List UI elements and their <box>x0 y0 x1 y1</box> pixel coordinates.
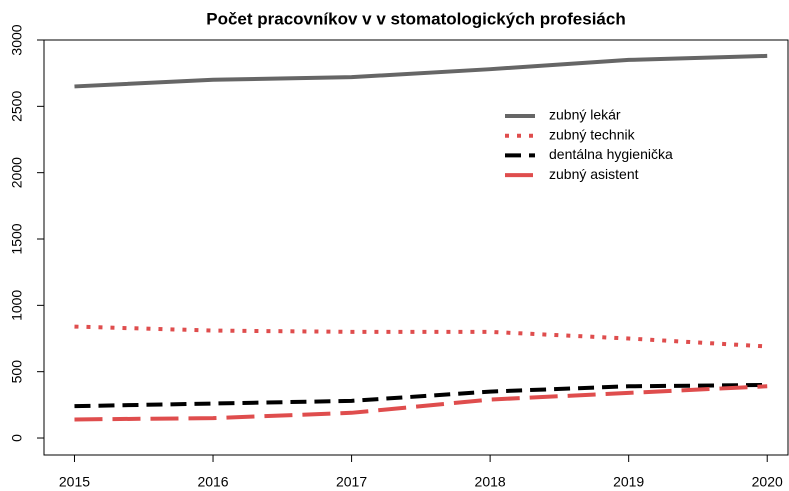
x-tick-label: 2018 <box>475 474 506 490</box>
x-tick-label: 2017 <box>336 474 367 490</box>
y-tick-label: 1000 <box>9 290 25 321</box>
legend-label: zubný asistent <box>549 166 639 182</box>
series-line <box>74 53 768 89</box>
y-tick-label: 2500 <box>9 91 25 122</box>
series-line <box>74 382 768 409</box>
x-tick-label: 2015 <box>59 474 90 490</box>
series-line <box>74 384 768 422</box>
plot-box <box>43 39 789 456</box>
legend-label: zubný technik <box>549 126 636 142</box>
legend-label: zubný lekár <box>549 107 621 123</box>
y-tick-label: 1500 <box>9 223 25 254</box>
legend-label: dentálna hygienička <box>549 146 673 162</box>
series-line <box>74 324 768 349</box>
x-tick-label: 2016 <box>197 474 228 490</box>
chart-title: Počet pracovníkov v v stomatologických p… <box>206 9 625 28</box>
x-tick-label: 2020 <box>752 474 783 490</box>
y-tick-label: 0 <box>9 434 25 442</box>
x-tick-label: 2019 <box>613 474 644 490</box>
y-tick-label: 3000 <box>9 24 25 55</box>
y-tick-label: 500 <box>9 360 25 384</box>
y-tick-label: 2000 <box>9 157 25 188</box>
